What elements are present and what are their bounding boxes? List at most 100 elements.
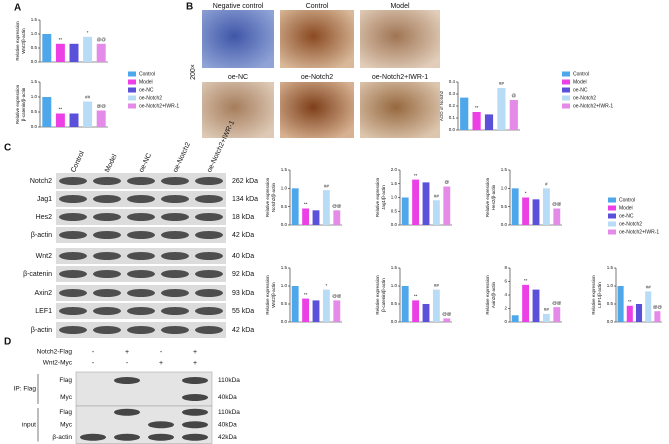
y-tick-label: 1.0 [281,283,288,288]
protein-label: Jag1 [37,196,52,203]
histology-image [280,10,354,68]
legend-swatch [608,197,616,203]
blot-band [195,289,223,297]
significance-mark: ** [414,294,418,299]
bar [401,286,409,322]
blot-band [161,195,189,203]
significance-mark: ## [434,193,440,198]
image-label: oe-NC [228,74,248,81]
blot-band [182,408,208,416]
protein-label: β-actin [31,327,52,334]
condition-label: Notch2-Flag [37,349,73,356]
bar [542,188,550,225]
y-tick-label: 1.0 [391,195,398,200]
bar [42,34,52,62]
blot-band [59,252,87,260]
y-tick-label: 1.5 [607,265,614,270]
y-tick-label: 0.1 [449,115,456,120]
bar [654,311,661,322]
bar [412,300,420,322]
legend-swatch [608,213,616,219]
y-tick-label: 0.5 [31,45,38,50]
bar [522,284,530,322]
condition-label: Wnt2-Myc [43,360,73,367]
condition-sign: - [92,349,95,356]
y-axis-label: Notch2/β-actin [271,182,276,212]
bar [69,113,79,127]
significance-mark: ** [59,37,63,42]
bar [532,199,540,225]
bar [532,289,540,322]
legend-label: oe-Notch2+IWR-1 [573,103,613,109]
blot-band [195,307,223,315]
significance-mark: ## [434,283,440,288]
lane-label: Control [70,150,86,174]
bar [333,300,341,322]
y-tick-label: 1.5 [31,79,38,84]
blot-band [148,433,174,441]
blot-band [127,326,155,334]
legend-swatch [128,87,136,93]
bar [617,286,624,322]
y-axis-label: β-catenin/β-actin [381,278,386,312]
blot-band [195,195,223,203]
bar [511,315,519,322]
bar [312,210,320,225]
blot-band [148,421,174,429]
y-tick-label: 0.5 [391,301,398,306]
bar [322,190,330,225]
kda-label: 134 kDa [232,196,258,203]
legend-label: oe-Notch2 [619,221,642,227]
bar [432,200,440,225]
significance-mark: * [326,283,328,288]
legend-swatch [562,87,570,93]
bar [302,298,310,322]
blot-band [59,270,87,278]
blot-band [93,177,121,185]
y-tick-label: 0.0 [391,319,398,324]
y-axis-label: Wnt2/β-actin [21,28,26,54]
image-label: oe-Notch2 [301,74,333,81]
blot-band [114,408,140,416]
kda-label: 42kDa [218,434,237,441]
legend-swatch [562,71,570,77]
legend-swatch [608,205,616,211]
protein-label: Notch2 [30,178,52,185]
bar [55,113,65,127]
significance-mark: ** [304,202,308,207]
significance-mark: @ [445,180,450,185]
lane-label: oe-NC [138,152,153,173]
kda-label: 110kDa [218,409,240,416]
bar [322,289,330,322]
bar [312,300,320,322]
blot-band [93,289,121,297]
significance-mark: @@ [332,294,342,299]
y-tick-label: 2 [504,306,507,311]
blot-band [195,326,223,334]
condition-sign: - [160,349,163,356]
blot-band [93,307,121,315]
y-tick-label: 0.5 [391,208,398,213]
condition-sign: + [193,349,197,356]
blot-band [59,177,87,185]
protein-label: β-actin [52,434,72,441]
y-tick-label: 0.4 [449,79,456,84]
significance-mark: @@ [552,300,562,305]
y-tick-label: 0.0 [281,319,288,324]
y-axis-label: Relative expression [591,275,596,315]
blot-band [93,195,121,203]
protein-label: β-catenin [23,271,52,278]
bar [96,43,106,62]
y-tick-label: 2.0 [391,167,398,172]
image-label: Control [306,3,329,10]
y-tick-label: 0.0 [281,222,288,227]
bar [522,197,530,225]
bar [432,289,440,322]
lane-label: oe-Notch2 [172,141,192,173]
significance-mark: @@ [332,204,342,209]
blot-band [127,307,155,315]
histology-image [360,82,440,138]
bar [553,208,561,225]
condition-sign: - [126,360,129,367]
